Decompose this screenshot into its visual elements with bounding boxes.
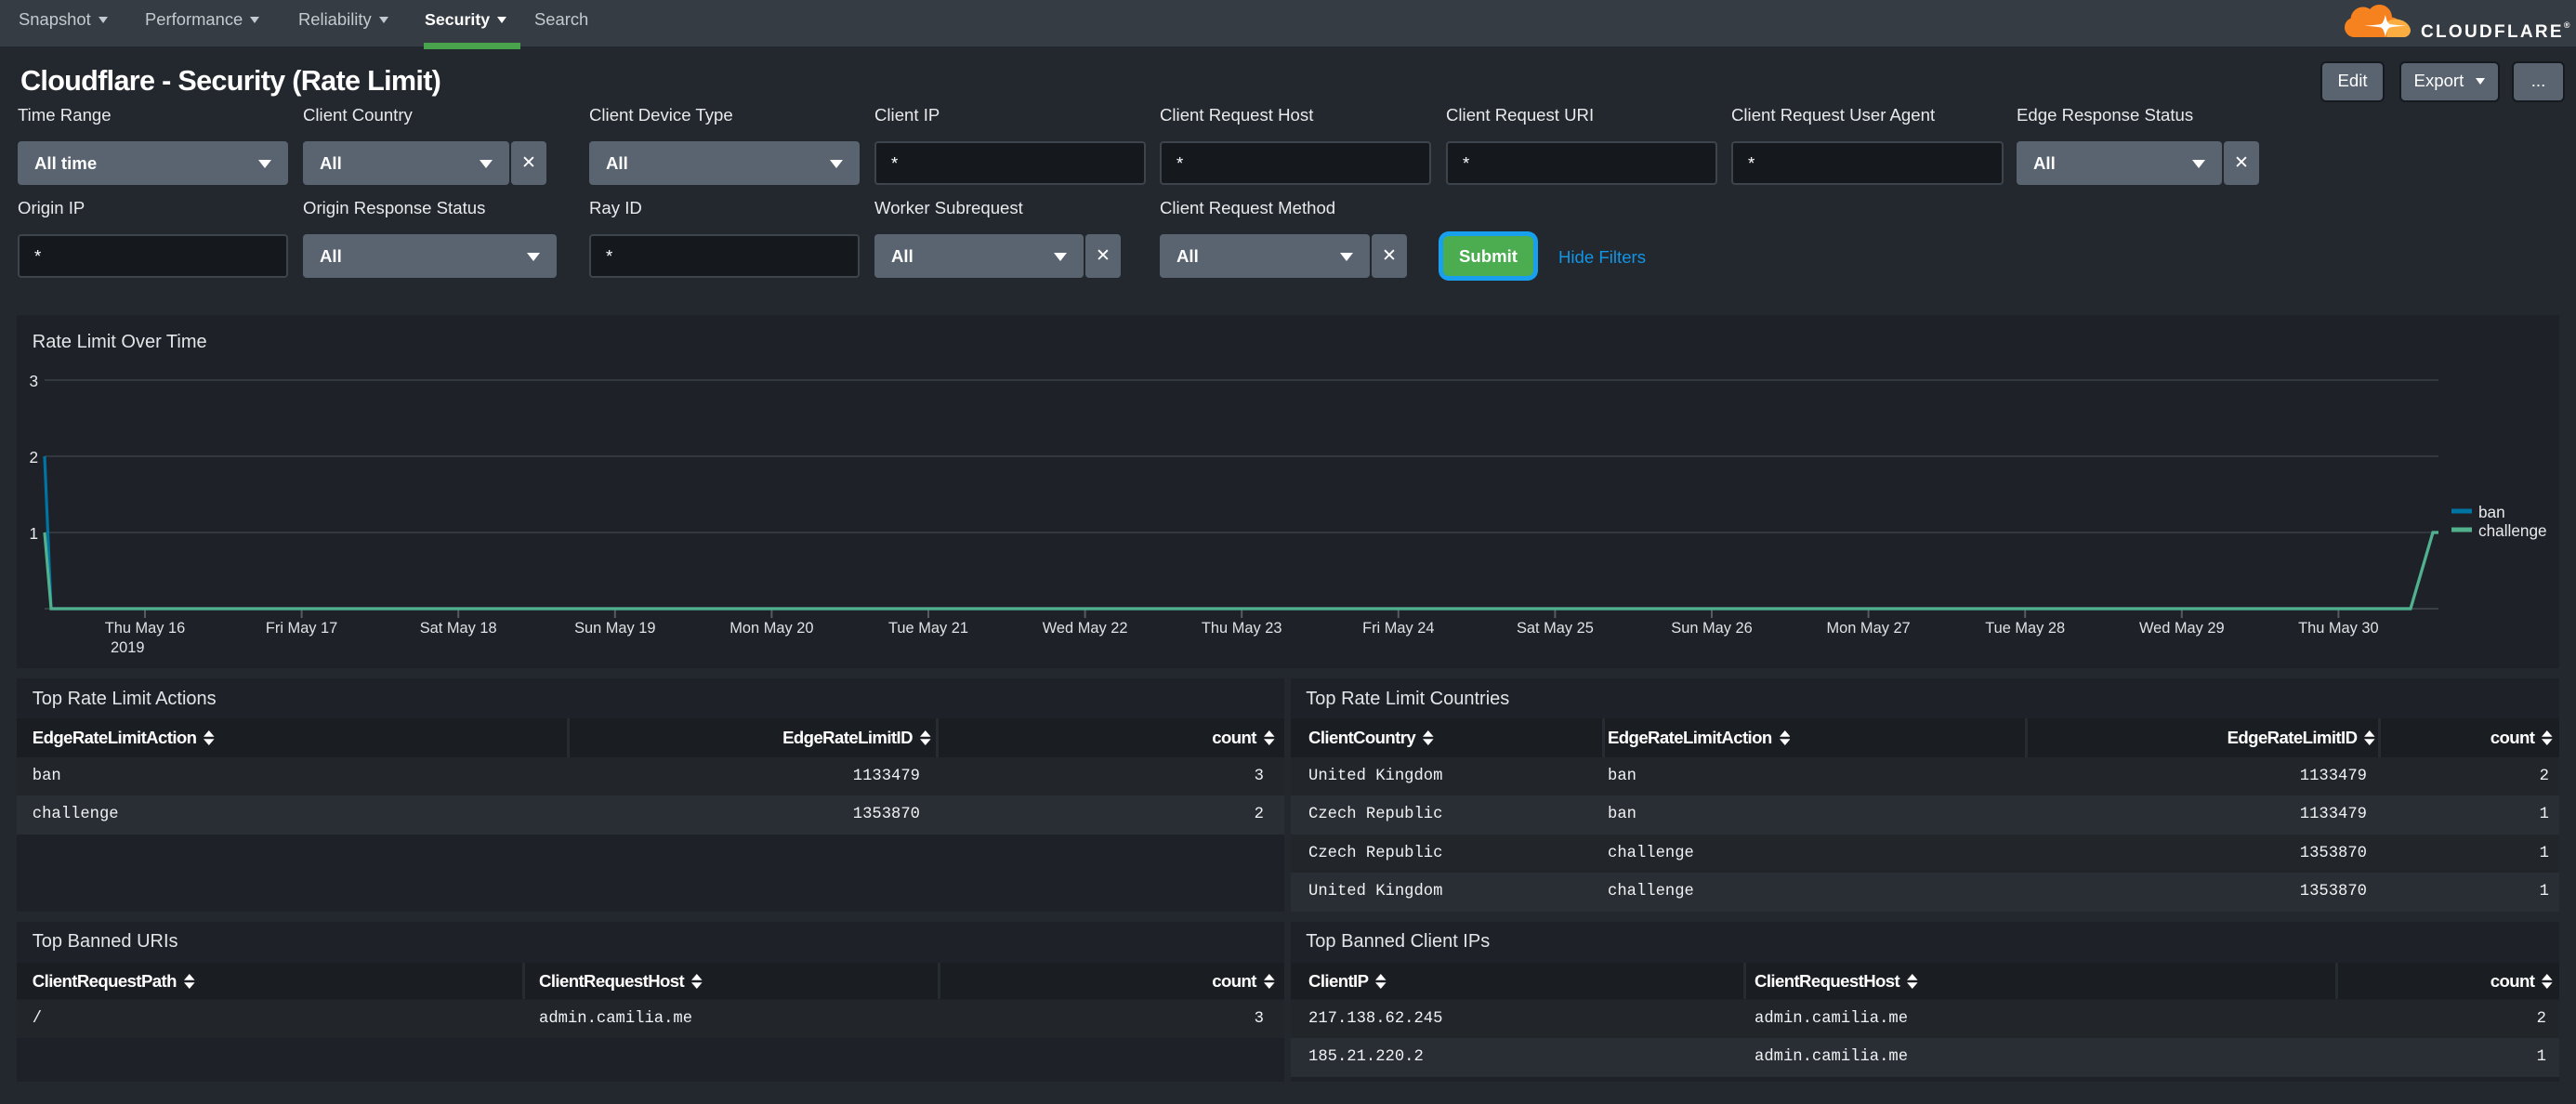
svg-text:2: 2 xyxy=(29,448,38,467)
svg-text:challenge: challenge xyxy=(2478,521,2547,540)
svg-text:ban: ban xyxy=(2478,503,2505,521)
svg-text:3: 3 xyxy=(29,372,38,390)
svg-text:1: 1 xyxy=(29,524,38,543)
